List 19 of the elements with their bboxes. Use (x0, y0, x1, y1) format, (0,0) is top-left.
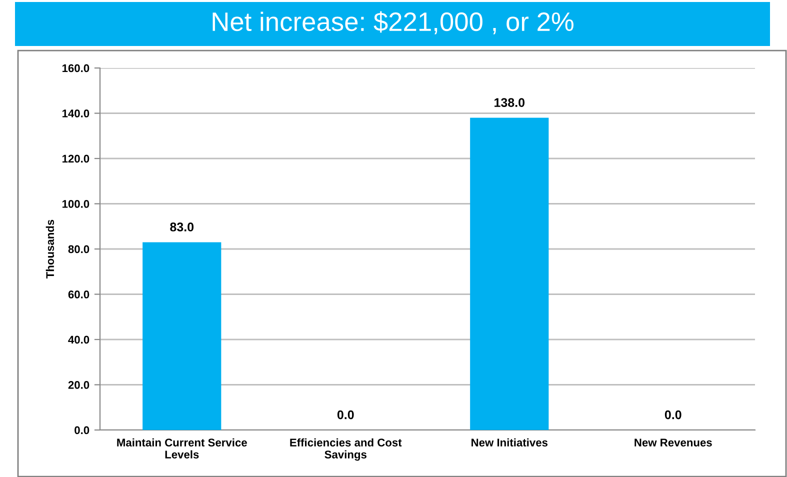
x-tick-label: New Revenues (634, 438, 712, 446)
y-tick-label: 100.0 (62, 200, 90, 208)
y-tick-label: 40.0 (68, 336, 90, 344)
y-tick-label: 120.0 (62, 154, 90, 163)
x-tick-label: Maintain Current Service Levels (117, 438, 247, 458)
chart-title: Net increase: $221,000 , or 2% (212, 11, 574, 34)
x-tick-label: New Initiatives (472, 438, 548, 446)
data-label: 83.0 (170, 222, 194, 232)
y-tick-label: 140.0 (62, 110, 90, 118)
data-label: 0.0 (337, 410, 354, 420)
y-axis-title: Thousands (46, 220, 54, 279)
y-tick-label: 60.0 (68, 290, 90, 298)
y-tick-label: 160.0 (62, 64, 90, 72)
y-tick-label: 80.0 (68, 245, 90, 254)
data-label: 138.0 (494, 98, 525, 107)
data-label: 0.0 (664, 410, 682, 420)
x-tick-label: Efficiencies and Cost Savings (290, 438, 402, 461)
y-tick-label: 20.0 (68, 381, 90, 389)
y-tick-label: 0.0 (74, 426, 90, 434)
